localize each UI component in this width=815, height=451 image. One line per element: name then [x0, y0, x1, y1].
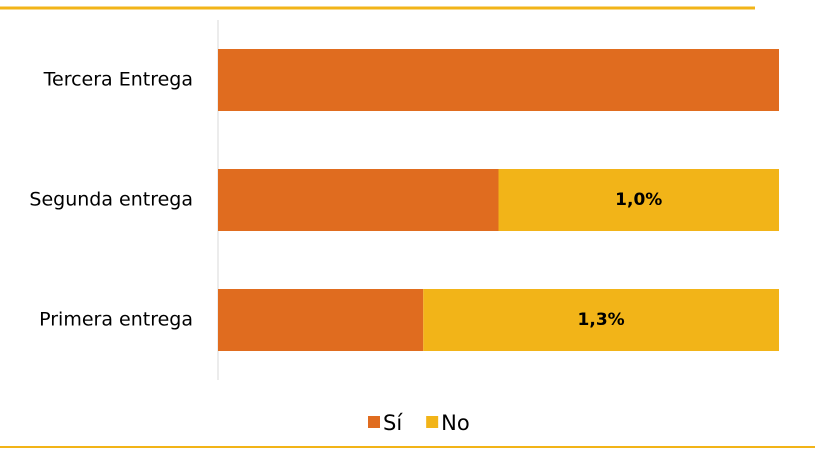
data-label: 1,0%	[615, 190, 662, 210]
y-tick-label: Segunda entrega	[29, 189, 193, 211]
bar-segment	[218, 49, 779, 111]
data-label: 1,3%	[578, 310, 625, 330]
bar-segment	[218, 289, 423, 351]
legend-swatch	[368, 416, 380, 428]
legend-swatch	[426, 416, 438, 428]
chart: Tercera Entrega Segunda entrega 1,0% Primer…	[0, 0, 815, 451]
y-tick-label: Primera entrega	[39, 309, 193, 331]
legend-label: Sí	[383, 411, 403, 435]
bar-segment	[218, 169, 499, 231]
y-tick-label: Tercera Entrega	[43, 69, 193, 91]
legend-label: No	[441, 411, 470, 435]
